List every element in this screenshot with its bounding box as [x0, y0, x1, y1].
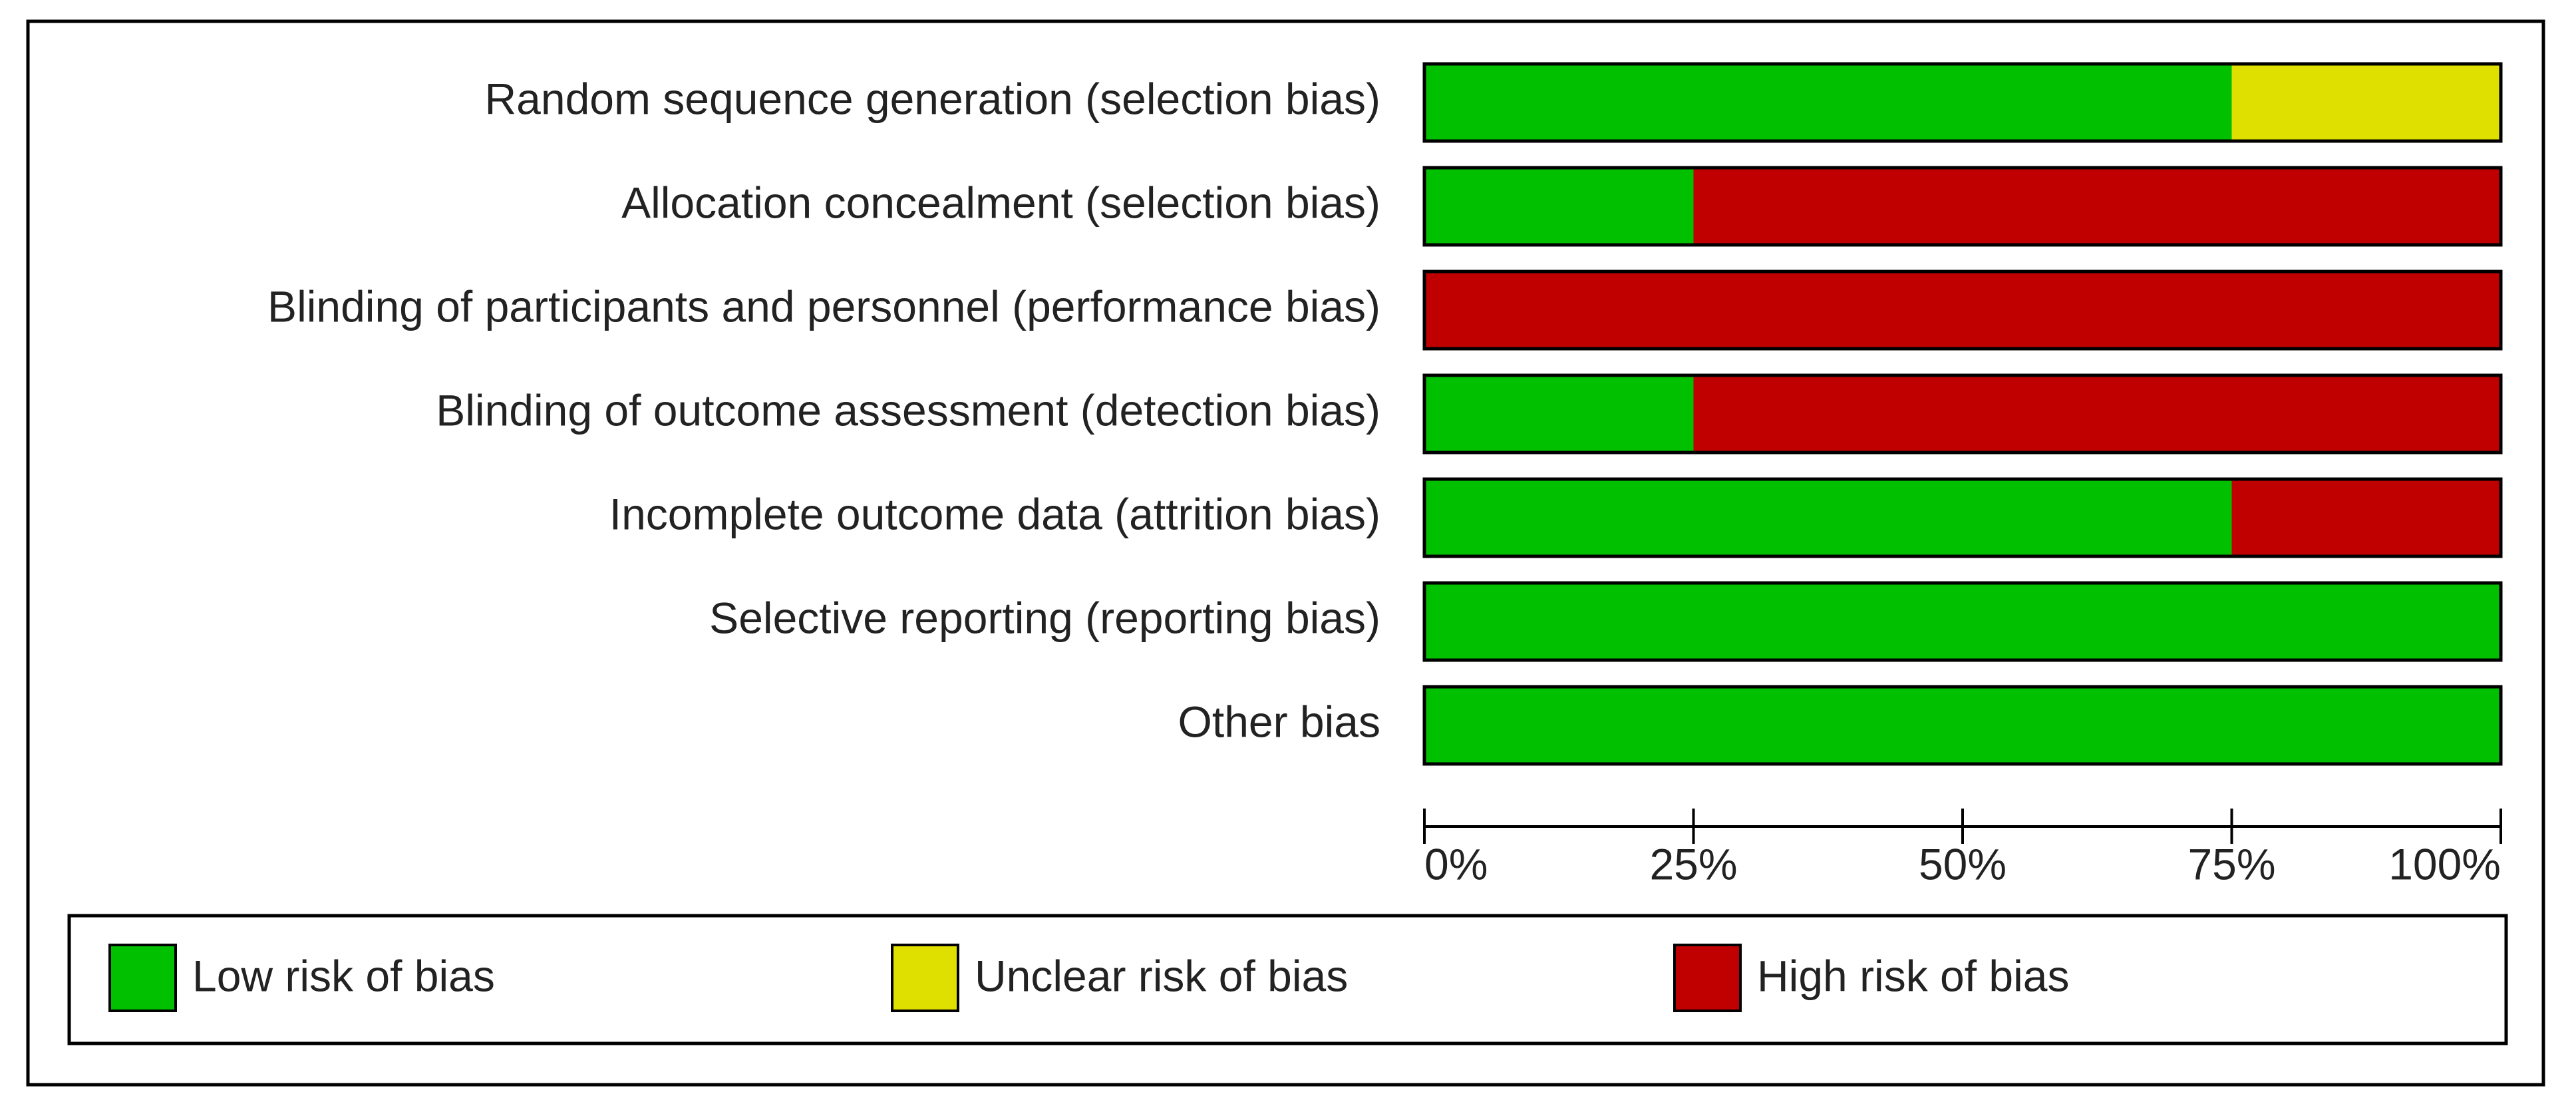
legend-label: High risk of bias	[1757, 951, 2070, 1000]
x-tick-label: 25%	[1649, 839, 1737, 888]
bar-segment	[1693, 375, 2501, 453]
x-tick-label: 50%	[1919, 839, 2007, 888]
bar-segment	[1424, 375, 1694, 453]
bar-outline	[1422, 373, 2503, 455]
legend-swatch	[108, 944, 177, 1012]
bar-outline	[1422, 581, 2503, 662]
category-label: Selective reporting (reporting bias)	[709, 593, 1380, 642]
category-label: Blinding of participants and personnel (…	[267, 281, 1380, 331]
bar-segment	[1424, 64, 2232, 141]
bar-segment	[1424, 272, 2501, 349]
category-label: Blinding of outcome assessment (detectio…	[436, 385, 1380, 435]
bar-segment	[2231, 64, 2501, 141]
bar-outline	[1422, 166, 2503, 247]
bar-segment	[1693, 168, 2501, 245]
category-label: Random sequence generation (selection bi…	[485, 74, 1381, 123]
legend-swatch	[1673, 944, 1742, 1012]
bar-outline	[1422, 685, 2503, 766]
x-tick-label: 75%	[2187, 839, 2275, 888]
legend-label: Unclear risk of bias	[975, 951, 1348, 1000]
outer-frame	[26, 19, 2545, 1087]
x-tick-label: 100%	[2388, 839, 2501, 888]
category-label: Other bias	[1178, 697, 1380, 746]
bar-segment	[2231, 479, 2501, 556]
legend-swatch	[891, 944, 959, 1012]
x-tick-label: 0%	[1424, 839, 1488, 888]
legend-frame	[67, 914, 2508, 1045]
bar-segment	[1424, 583, 2501, 660]
category-label: Incomplete outcome data (attrition bias)	[609, 489, 1380, 538]
bar-outline	[1422, 477, 2503, 558]
category-label: Allocation concealment (selection bias)	[621, 178, 1380, 227]
legend-label: Low risk of bias	[192, 951, 495, 1000]
bar-segment	[1424, 687, 2501, 764]
bar-segment	[1424, 479, 2232, 556]
bar-outline	[1422, 270, 2503, 351]
bar-outline	[1422, 62, 2503, 143]
bar-segment	[1424, 168, 1694, 245]
